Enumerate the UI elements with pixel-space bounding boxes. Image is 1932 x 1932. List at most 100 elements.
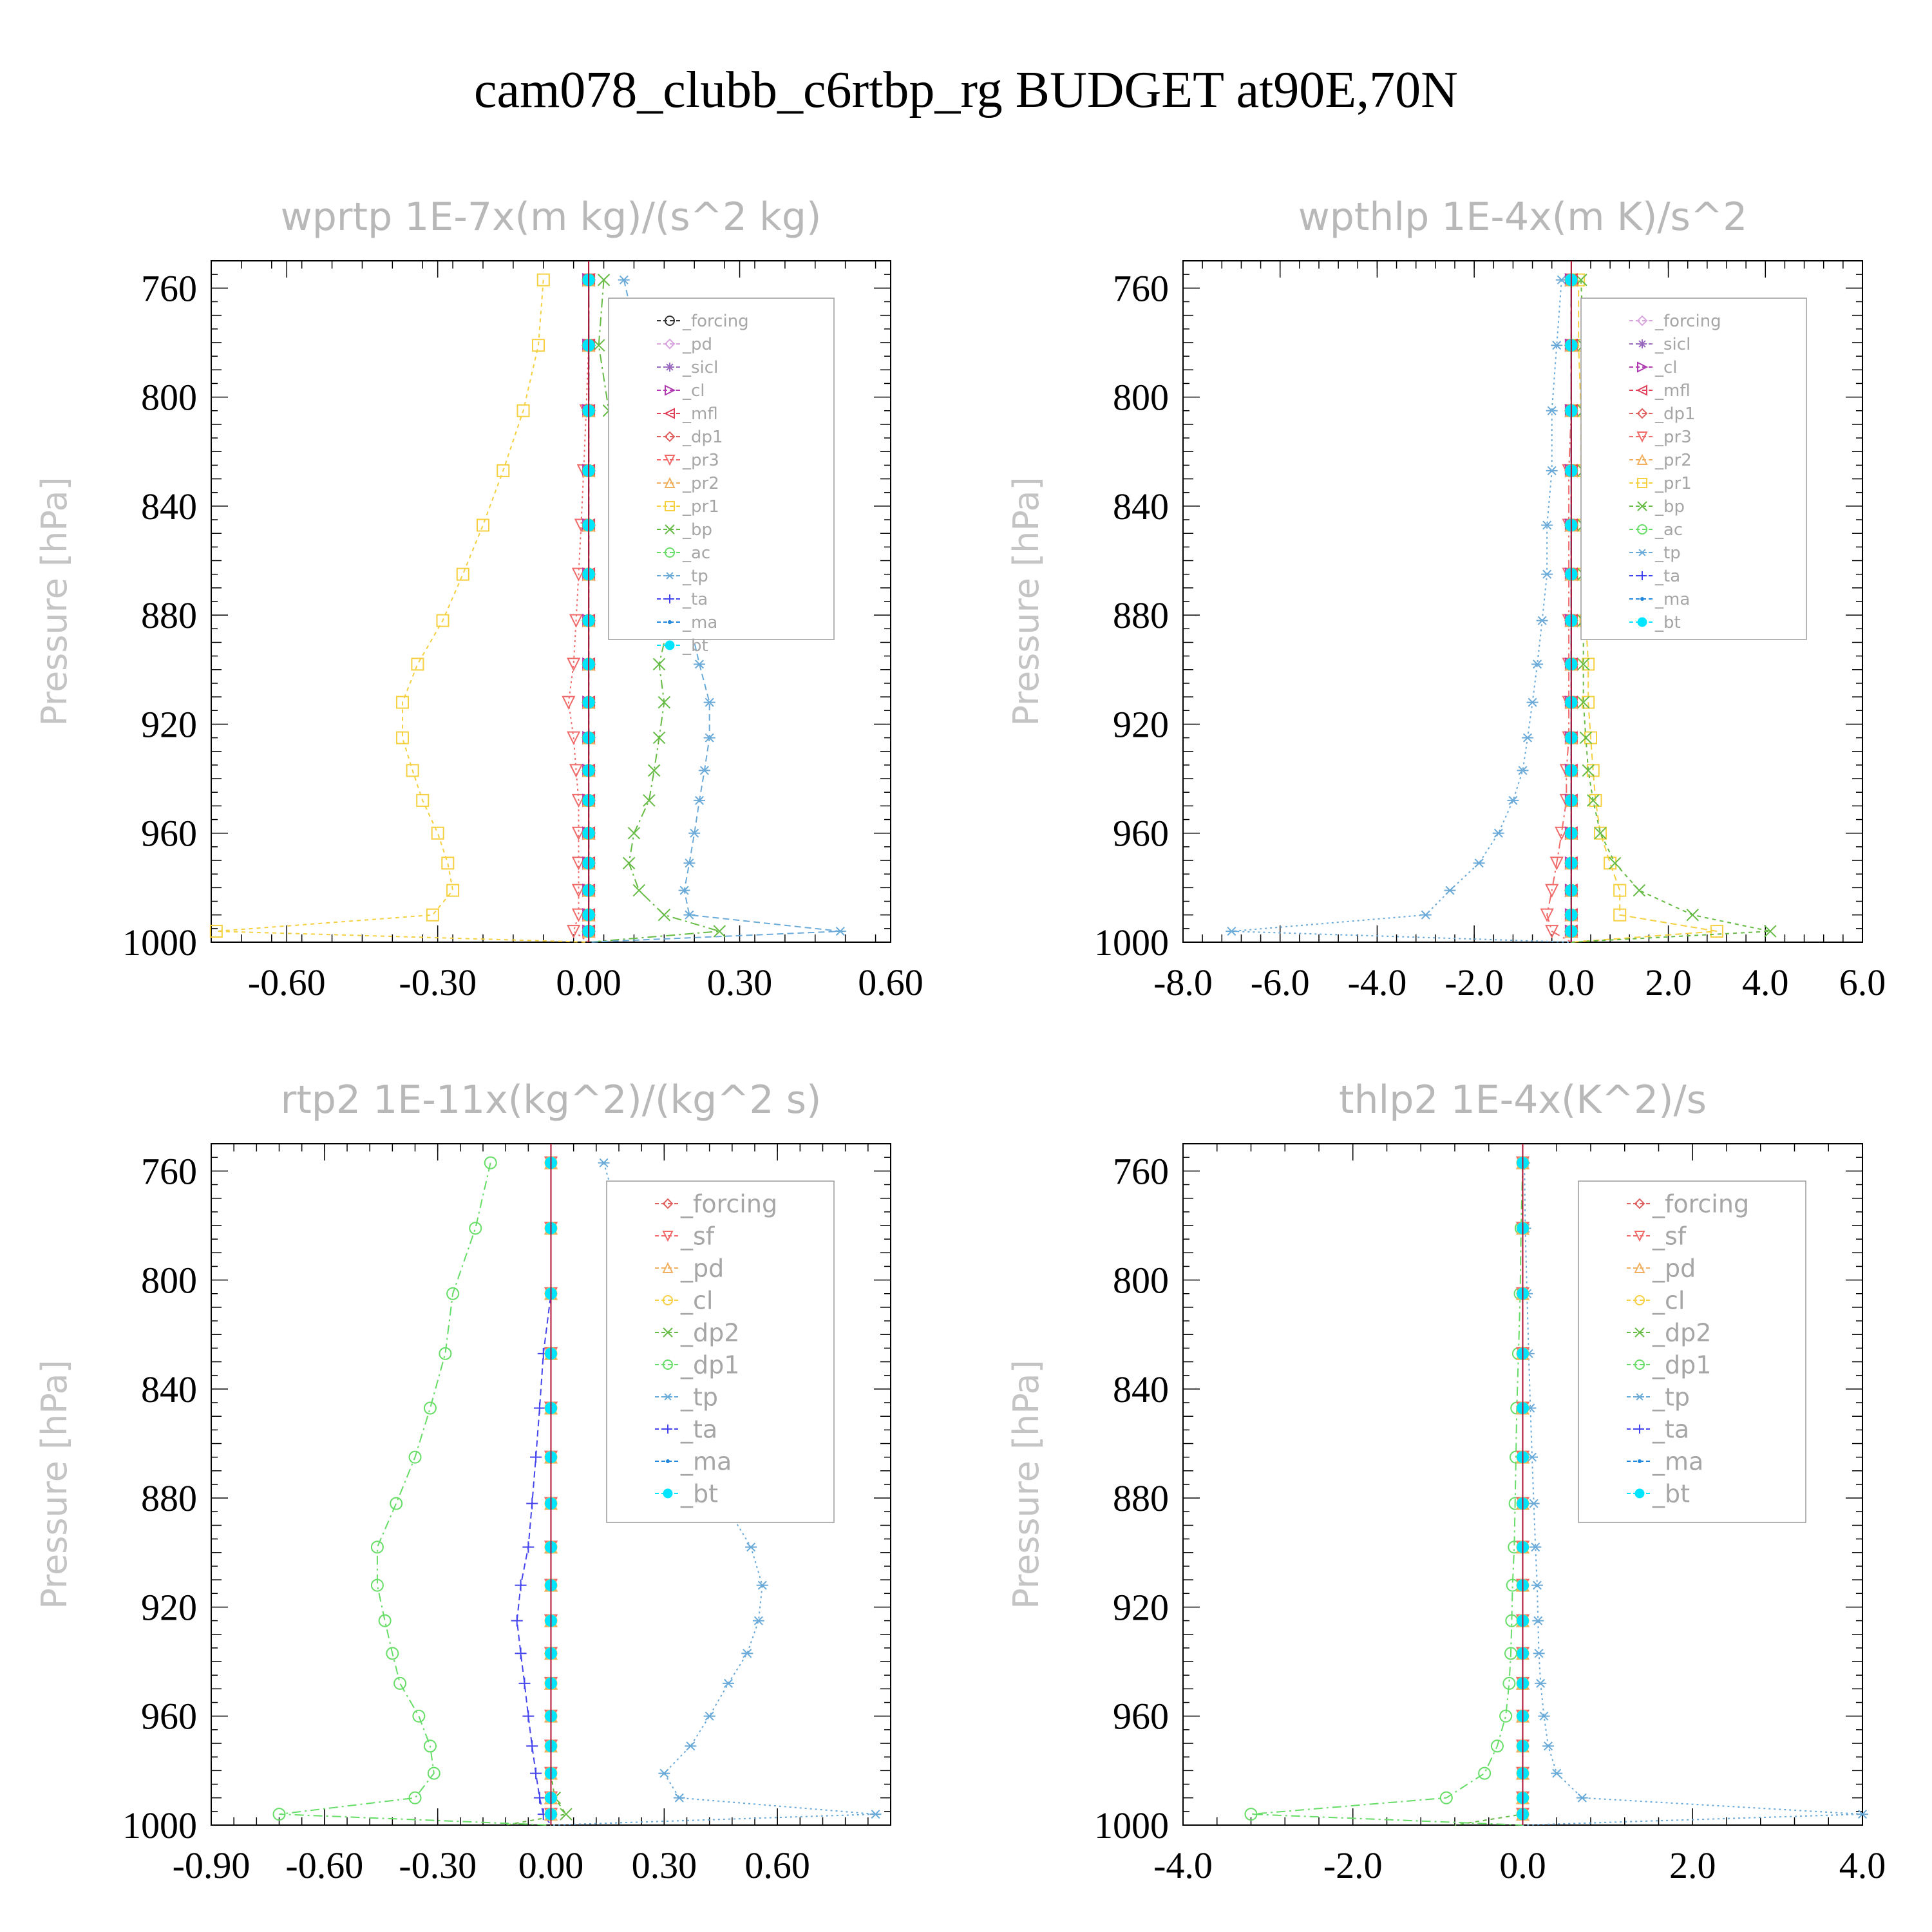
data-point bbox=[526, 1497, 538, 1510]
legend-label: _ta bbox=[680, 1415, 717, 1443]
y-tick-label: 960 bbox=[1113, 1696, 1169, 1738]
legend-marker bbox=[1634, 1198, 1645, 1209]
y-axis-label: Pressure [hPa] bbox=[34, 477, 75, 726]
legend-label: _tp bbox=[1654, 544, 1681, 563]
legend-label: _bt bbox=[1652, 1479, 1690, 1508]
data-point bbox=[1584, 731, 1597, 744]
data-point bbox=[1444, 886, 1456, 895]
legend-item-pd: _pd bbox=[1627, 1254, 1696, 1282]
legend-item-pd: _pd bbox=[655, 1254, 724, 1282]
legend-label: _pr1 bbox=[682, 497, 719, 516]
legend-item-ta: _ta bbox=[1627, 1415, 1689, 1443]
x-tick-label: -4.0 bbox=[1348, 961, 1407, 1003]
series-dp1 bbox=[1244, 1156, 1530, 1826]
data-point bbox=[1531, 659, 1544, 669]
data-point bbox=[1492, 828, 1504, 838]
legend-item-bt: _bt bbox=[1629, 613, 1681, 632]
legend-label: _ta bbox=[1654, 567, 1680, 586]
data-point bbox=[412, 1709, 426, 1723]
legend-item-ac: _ac bbox=[1629, 520, 1683, 540]
data-point bbox=[618, 275, 630, 285]
data-point bbox=[423, 1739, 437, 1753]
x-tick-label: -0.60 bbox=[248, 961, 326, 1003]
series-dp2 bbox=[505, 1156, 573, 1826]
data-point bbox=[431, 826, 444, 840]
legend: _forcing _sf _pd _cl _dp2 _dp1 _tp _ta _ma _bt bbox=[606, 1180, 835, 1523]
legend-marker bbox=[665, 363, 674, 372]
legend-marker bbox=[1636, 315, 1648, 327]
data-point bbox=[652, 731, 666, 744]
data-point bbox=[869, 1810, 882, 1819]
y-tick-label: 760 bbox=[141, 1150, 197, 1192]
legend-marker bbox=[1634, 1488, 1645, 1499]
legend-label: _ma bbox=[1652, 1447, 1703, 1475]
data-point bbox=[1545, 884, 1559, 898]
legend-marker bbox=[1638, 571, 1647, 580]
legend-item-bp: _bp bbox=[657, 520, 712, 540]
y-tick-label: 1000 bbox=[1094, 922, 1169, 963]
data-point bbox=[1528, 1499, 1540, 1508]
data-point bbox=[522, 1541, 535, 1553]
data-point bbox=[370, 1540, 384, 1554]
data-point bbox=[756, 1580, 768, 1590]
data-point bbox=[395, 731, 409, 744]
legend-marker bbox=[1636, 431, 1648, 443]
data-point bbox=[1507, 795, 1519, 805]
x-tick-label: -8.0 bbox=[1153, 961, 1213, 1003]
legend-item-dp1: _dp1 bbox=[655, 1350, 739, 1379]
y-axis-label: Pressure [hPa] bbox=[1006, 477, 1046, 726]
data-point bbox=[446, 884, 460, 897]
series-line bbox=[589, 279, 840, 943]
data-point bbox=[1244, 1808, 1258, 1821]
data-point bbox=[1633, 884, 1646, 897]
data-point bbox=[1535, 1678, 1547, 1688]
x-tick-label: 4.0 bbox=[1839, 1844, 1886, 1886]
x-tick-label: 0.30 bbox=[707, 961, 773, 1003]
data-point bbox=[1526, 697, 1539, 707]
figure-title: cam078_clubb_c6rtbp_rg BUDGET at90E,70N bbox=[474, 62, 1458, 118]
legend-marker bbox=[1636, 453, 1648, 465]
data-point bbox=[647, 764, 661, 777]
x-tick-label: 2.0 bbox=[1645, 961, 1692, 1003]
legend-item-forcing: _forcing bbox=[655, 1189, 777, 1218]
legend-label: _pr2 bbox=[682, 474, 719, 493]
legend-label: _tp bbox=[1652, 1383, 1690, 1411]
legend-label: _cl bbox=[1652, 1286, 1685, 1314]
legend-label: _bt bbox=[682, 636, 708, 656]
data-point bbox=[1502, 1676, 1516, 1690]
legend-label: _mfl bbox=[1654, 381, 1690, 401]
data-point bbox=[1577, 696, 1590, 709]
y-tick-label: 960 bbox=[1113, 813, 1169, 855]
y-tick-label: 920 bbox=[1113, 703, 1169, 745]
data-point bbox=[685, 1741, 697, 1751]
y-tick-label: 760 bbox=[1113, 267, 1169, 309]
data-point bbox=[1764, 925, 1777, 938]
legend-item-ma: _ma bbox=[655, 1447, 732, 1475]
data-point bbox=[1499, 1709, 1513, 1723]
legend-box bbox=[608, 298, 835, 640]
data-point bbox=[378, 1614, 392, 1627]
legend-marker bbox=[663, 1393, 672, 1401]
x-tick-label: 0.0 bbox=[1499, 1844, 1546, 1886]
legend-label: _bp bbox=[682, 520, 712, 540]
x-tick-label: 0.00 bbox=[518, 1844, 584, 1886]
x-tick-label: 4.0 bbox=[1742, 961, 1789, 1003]
legend-label: _cl bbox=[680, 1286, 713, 1314]
y-tick-label: 880 bbox=[141, 1477, 197, 1519]
data-point bbox=[741, 1649, 753, 1658]
legend-label: _forcing bbox=[1652, 1189, 1749, 1218]
legend-item-mfl: _mfl bbox=[1629, 381, 1690, 401]
legend-label: _ac bbox=[682, 544, 710, 563]
legend-marker bbox=[1634, 1231, 1645, 1242]
data-point bbox=[1473, 858, 1485, 868]
series-line bbox=[516, 1162, 552, 1826]
x-tick-label: 0.60 bbox=[858, 961, 923, 1003]
y-tick-label: 880 bbox=[141, 594, 197, 636]
legend-item-pr1: _pr1 bbox=[1629, 474, 1692, 493]
legend-box bbox=[1580, 298, 1807, 640]
data-point bbox=[1419, 910, 1432, 920]
legend-item-bt: _bt bbox=[655, 1479, 718, 1508]
legend-item-pr3: _pr3 bbox=[657, 451, 719, 470]
legend-item-forcing: _forcing bbox=[1627, 1189, 1749, 1218]
legend-label: _ma bbox=[682, 613, 717, 632]
